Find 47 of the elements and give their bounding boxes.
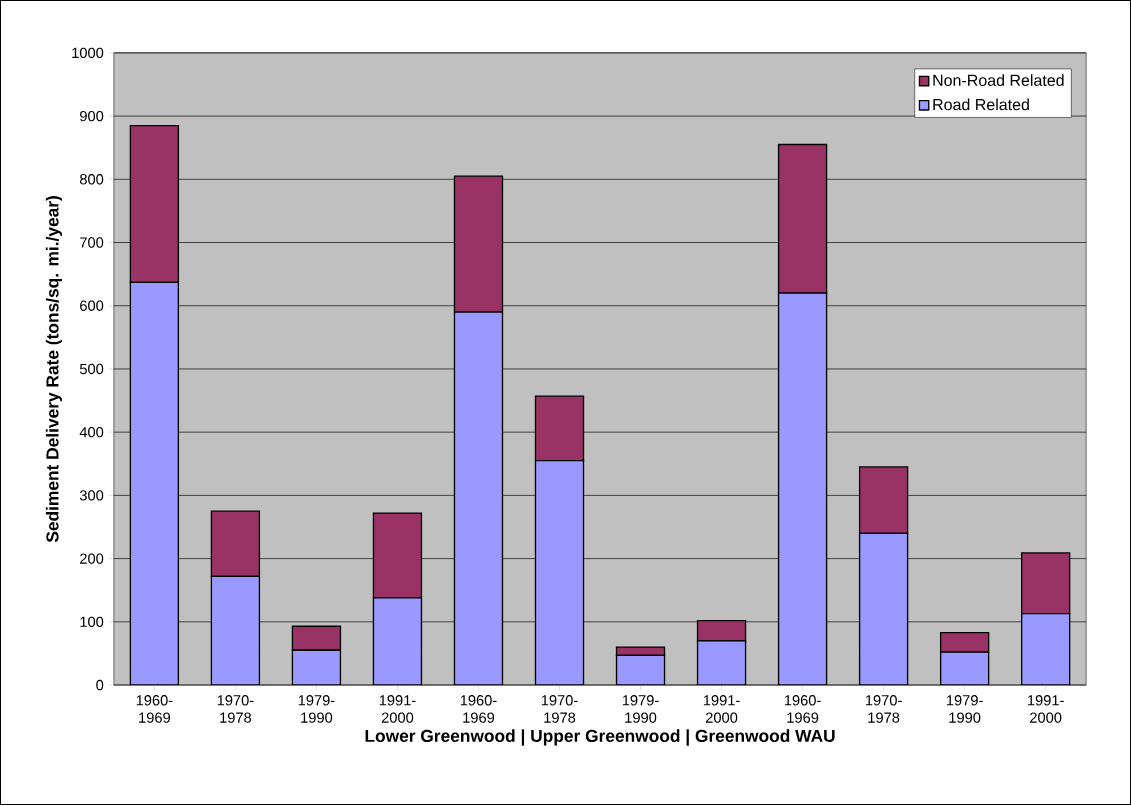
legend-label: Non-Road Related: [933, 74, 1064, 87]
y-tick-label: 0: [96, 679, 104, 691]
bar: [1020, 612, 1071, 686]
x-tick-label: 1979-1990: [622, 695, 659, 723]
y-tick-label: 900: [80, 110, 104, 122]
bar: [697, 640, 746, 686]
x-tick-label: 1960-1969: [460, 695, 497, 723]
bar: [859, 533, 908, 686]
bar: [615, 646, 666, 657]
x-tick-label: 1970-1978: [865, 695, 902, 723]
y-tick-label: 600: [80, 300, 104, 311]
x-tick-label: 1991-2000: [1028, 695, 1064, 723]
x-tick-label: 1991-2000: [379, 695, 416, 723]
y-tick-label: 700: [80, 237, 104, 248]
bar: [939, 631, 990, 653]
x-tick-label: 1979-1990: [946, 695, 983, 723]
bar: [535, 460, 584, 686]
y-tick-label: 300: [79, 490, 104, 501]
bar: [130, 282, 179, 686]
y-tick-label: 100: [80, 616, 104, 628]
x-axis-title: Lower Greenwood | Upper Greenwood | Greenwood WAU: [365, 729, 835, 746]
y-tick-label: 1000: [72, 47, 104, 59]
bar: [292, 650, 341, 686]
bar: [858, 466, 909, 535]
bar: [616, 655, 665, 686]
bar: [291, 625, 342, 651]
y-tick-label: 500: [79, 363, 104, 375]
x-tick-label: 1970-1978: [217, 695, 254, 723]
bar: [454, 312, 503, 686]
bar: [372, 512, 423, 599]
bar: [373, 597, 422, 686]
bar: [534, 395, 585, 462]
y-tick-label: 400: [79, 427, 104, 438]
x-tick-label: 1970-1978: [541, 695, 578, 723]
y-axis-title: Sediment Delivery Rate (tons/sq. mi./year): [45, 196, 63, 543]
bar: [210, 510, 261, 578]
bar: [211, 576, 260, 686]
bar: [696, 619, 747, 642]
x-tick-label: 1979-1990: [298, 695, 335, 723]
bar: [778, 293, 827, 686]
y-tick-label: 200: [80, 553, 104, 564]
bar: [940, 652, 989, 686]
x-tick-label: 1960-1969: [136, 695, 173, 723]
legend-label: Road Related: [933, 98, 1029, 111]
x-tick-label: 1960-1969: [784, 695, 821, 723]
y-tick-label: 800: [79, 174, 104, 185]
x-tick-label: 1991-2000: [703, 695, 740, 723]
